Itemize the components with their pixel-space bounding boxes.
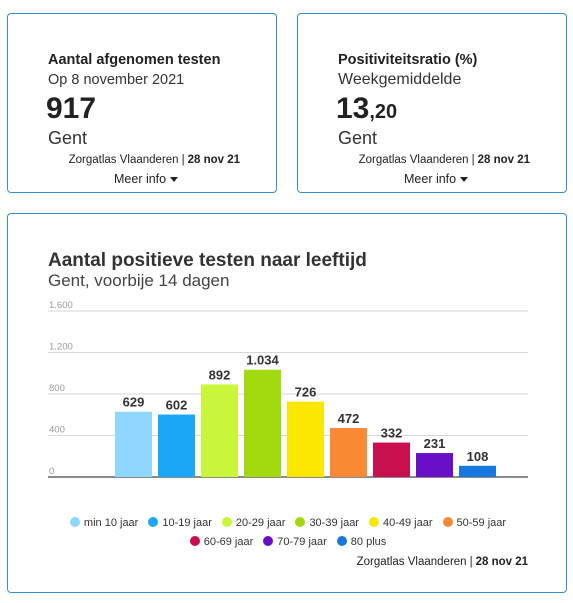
bar <box>201 384 238 477</box>
y-tick-label: 1.200 <box>49 342 73 353</box>
tests-subtitle: Op 8 november 2021 <box>48 72 185 88</box>
positivity-value-int: 13 <box>336 92 370 125</box>
legend-item[interactable]: 40-49 jaar <box>368 517 433 529</box>
source-separator: | <box>181 154 185 166</box>
more-info-label: Meer info <box>114 172 167 186</box>
bar-chart: 0 400 800 1.200 1.600 629 602 892 1.034 726 472 332… <box>48 300 528 478</box>
tests-card: Aantal afgenomen testen Op 8 november 20… <box>7 13 277 193</box>
legend-label: 10-19 jaar <box>162 517 212 529</box>
legend-dot-icon <box>189 536 200 546</box>
y-tick-label: 1.600 <box>49 300 73 311</box>
bar-value-label: 892 <box>209 367 231 382</box>
bar <box>373 442 410 477</box>
positivity-value-dec: ,20 <box>369 101 398 123</box>
legend-item[interactable]: 60-69 jaar <box>189 536 254 548</box>
source-separator: | <box>471 154 475 166</box>
age-chart-card: Aantal positieve testen naar leeftijd Ge… <box>7 213 567 593</box>
legend-row-2: 60-69 jaar 70-79 jaar 80 plus <box>8 536 568 548</box>
legend-label: 40-49 jaar <box>382 517 433 529</box>
legend-label: 50-59 jaar <box>456 517 507 529</box>
legend-item[interactable]: 50-59 jaar <box>442 517 507 529</box>
bar <box>416 453 453 477</box>
caret-down-icon <box>170 177 179 183</box>
bar-value-label: 231 <box>424 436 446 451</box>
legend-label: 20-29 jaar <box>235 517 286 529</box>
legend-dot-icon <box>69 517 80 527</box>
legend-item[interactable]: min 10 jaar <box>69 517 139 529</box>
source-separator: | <box>469 556 473 568</box>
source-date: 28 nov 21 <box>187 154 240 166</box>
legend-dot-icon <box>368 517 379 527</box>
legend-dot-icon <box>336 536 347 546</box>
legend-label: 70-79 jaar <box>277 536 327 548</box>
legend-item[interactable]: 30-39 jaar <box>295 517 359 529</box>
legend-row-1: min 10 jaar 10-19 jaar 20-29 jaar 30-39 jaa… <box>8 517 568 529</box>
source-label: Zorgatlas Vlaanderen <box>358 154 469 166</box>
bar-value-label: 472 <box>338 411 360 426</box>
source-label: Zorgatlas Vlaanderen <box>68 154 179 166</box>
legend-dot-icon <box>442 517 453 527</box>
source-label: Zorgatlas Vlaanderen <box>356 556 467 568</box>
bar <box>459 465 496 477</box>
source-date: 28 nov 21 <box>477 154 530 166</box>
bar-value-label: 332 <box>381 426 403 441</box>
legend-dot-icon <box>221 517 232 527</box>
legend-label: 60-69 jaar <box>203 536 254 548</box>
legend-label: min 10 jaar <box>83 517 139 529</box>
chart-subtitle: Gent, voorbije 14 dagen <box>48 271 230 290</box>
bar <box>158 414 195 477</box>
legend-item[interactable]: 80 plus <box>336 536 387 548</box>
bar <box>330 428 367 477</box>
legend-item[interactable]: 20-29 jaar <box>221 517 286 529</box>
source-date: 28 nov 21 <box>475 556 528 568</box>
more-info-label: Meer info <box>404 172 457 186</box>
y-tick-label: 800 <box>49 383 65 394</box>
legend-dot-icon <box>295 517 306 527</box>
chart-title: Aantal positieve testen naar leeftijd <box>48 250 367 271</box>
y-tick-label: 400 <box>49 425 65 436</box>
bar-value-label: 602 <box>166 398 188 413</box>
tests-source: Zorgatlas Vlaanderen | 28 nov 21 <box>69 154 240 166</box>
positivity-more-info-button[interactable]: Meer info <box>404 172 469 186</box>
tests-title: Aantal afgenomen testen <box>48 52 221 68</box>
chart-source: Zorgatlas Vlaanderen | 28 nov 21 <box>357 556 528 568</box>
bar-value-label: 1.034 <box>246 353 279 368</box>
positivity-title: Positiviteitsratio (%) <box>338 52 478 68</box>
tests-place: Gent <box>48 128 88 148</box>
legend-item[interactable]: 70-79 jaar <box>263 536 327 548</box>
positivity-subtitle: Weekgemiddelde <box>338 71 462 88</box>
legend-label: 80 plus <box>350 536 387 548</box>
bar-value-label: 108 <box>467 449 489 464</box>
y-tick-label: 0 <box>49 466 54 477</box>
legend-item[interactable]: 10-19 jaar <box>148 517 212 529</box>
positivity-source: Zorgatlas Vlaanderen | 28 nov 21 <box>359 154 530 166</box>
tests-more-info-button[interactable]: Meer info <box>114 172 179 186</box>
legend-dot-icon <box>263 536 274 546</box>
bar <box>244 369 281 477</box>
positivity-place: Gent <box>338 128 378 148</box>
positivity-value: 13,20 <box>336 92 397 126</box>
caret-down-icon <box>460 177 469 183</box>
legend-label: 30-39 jaar <box>309 517 359 529</box>
bar-value-label: 726 <box>295 385 317 400</box>
tests-value: 917 <box>46 92 97 125</box>
bar-value-label: 629 <box>123 395 145 410</box>
bar <box>115 411 152 477</box>
bar <box>287 401 324 477</box>
legend-dot-icon <box>148 517 159 527</box>
positivity-card: Positiviteitsratio (%) Weekgemiddelde 13… <box>297 13 567 193</box>
